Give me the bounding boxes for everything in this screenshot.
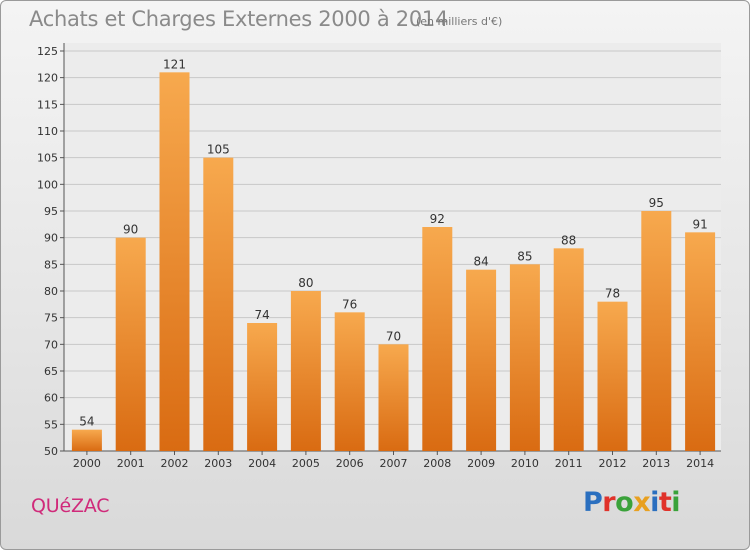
- x-tick-label: 2006: [336, 457, 364, 470]
- data-label: 105: [207, 143, 230, 157]
- data-label: 90: [123, 223, 138, 237]
- logo-letter: x: [633, 487, 651, 518]
- bar: [553, 248, 584, 451]
- data-label: 76: [342, 297, 357, 311]
- chart-title: Achats et Charges Externes 2000 à 2014: [29, 7, 449, 31]
- bar: [159, 72, 190, 451]
- bar: [509, 264, 540, 451]
- y-tick-label: 110: [37, 125, 58, 138]
- x-tick-label: 2003: [204, 457, 232, 470]
- logo-letter: i: [671, 487, 681, 518]
- logo-letter: P: [583, 487, 603, 518]
- y-tick-label: 95: [44, 205, 58, 218]
- x-tick-label: 2000: [73, 457, 101, 470]
- x-tick-label: 2005: [292, 457, 320, 470]
- x-tick-label: 2002: [161, 457, 189, 470]
- data-label: 121: [163, 57, 186, 71]
- data-label: 84: [473, 255, 488, 269]
- x-tick-label: 2013: [642, 457, 670, 470]
- y-tick-label: 50: [44, 445, 58, 458]
- y-tick-label: 80: [44, 285, 58, 298]
- bar: [597, 301, 628, 451]
- logo-letter: t: [658, 487, 672, 518]
- x-tick-label: 2004: [248, 457, 276, 470]
- y-tick-label: 115: [37, 98, 58, 111]
- bar: [334, 312, 365, 451]
- unit-note: (en milliers d'€): [416, 15, 503, 28]
- bar: [378, 344, 409, 451]
- bar: [247, 323, 278, 451]
- data-label: 92: [430, 212, 445, 226]
- x-tick-label: 2010: [511, 457, 539, 470]
- data-label: 54: [79, 415, 94, 429]
- data-label: 74: [254, 308, 269, 322]
- logo-letter: o: [615, 487, 634, 518]
- y-tick-label: 70: [44, 338, 58, 351]
- bar: [203, 157, 234, 451]
- y-tick-label: 75: [44, 312, 58, 325]
- proxiti-logo[interactable]: Proxiti: [583, 487, 681, 518]
- y-tick-label: 120: [37, 72, 58, 85]
- data-label: 85: [517, 249, 532, 263]
- y-tick-label: 90: [44, 232, 58, 245]
- data-label: 91: [692, 217, 707, 231]
- y-tick-label: 125: [37, 45, 58, 58]
- data-label: 70: [386, 329, 401, 343]
- bar: [422, 227, 453, 451]
- bar: [71, 429, 102, 451]
- x-tick-label: 2012: [599, 457, 627, 470]
- x-tick-label: 2007: [380, 457, 408, 470]
- x-tick-label: 2001: [117, 457, 145, 470]
- y-tick-label: 65: [44, 365, 58, 378]
- logo-letter: r: [602, 487, 616, 518]
- y-tick-label: 55: [44, 418, 58, 431]
- data-label: 88: [561, 233, 576, 247]
- bar: [290, 291, 321, 451]
- x-tick-label: 2009: [467, 457, 495, 470]
- y-tick-label: 85: [44, 258, 58, 271]
- y-tick-label: 100: [37, 178, 58, 191]
- bar: [115, 237, 146, 451]
- bar: [685, 232, 716, 451]
- x-tick-label: 2011: [555, 457, 583, 470]
- data-label: 95: [649, 196, 664, 210]
- x-tick-label: 2014: [686, 457, 714, 470]
- data-label: 80: [298, 276, 313, 290]
- logo-letter: i: [650, 487, 659, 518]
- data-label: 78: [605, 287, 620, 301]
- bar: [641, 211, 672, 451]
- x-tick-label: 2008: [423, 457, 451, 470]
- y-tick-label: 60: [44, 392, 58, 405]
- place-name: QUéZAC: [31, 495, 110, 517]
- y-tick-label: 105: [37, 152, 58, 165]
- bar: [466, 269, 497, 451]
